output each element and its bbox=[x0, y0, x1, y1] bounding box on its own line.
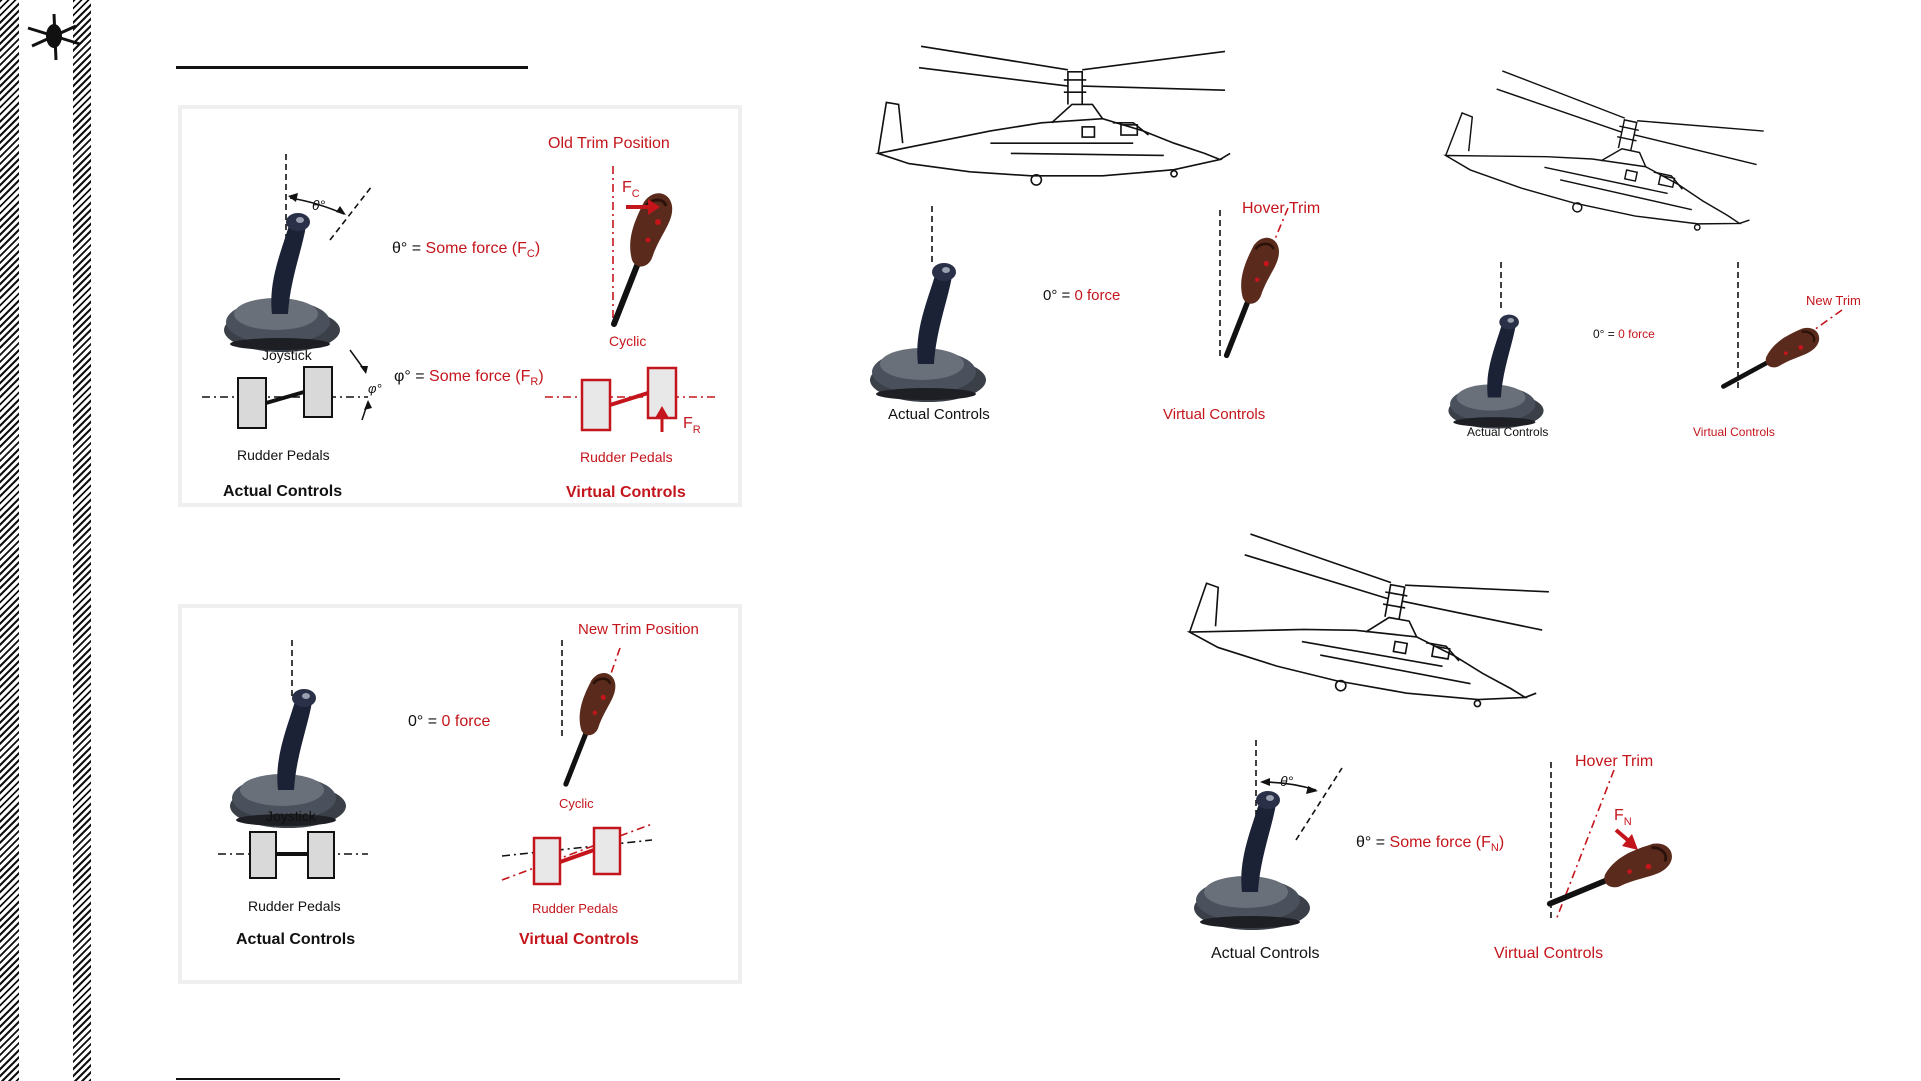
cyclic-label: Cyclic bbox=[559, 796, 594, 811]
theta-label: θ° bbox=[1280, 773, 1294, 789]
fc-equation: θ° = Some force (FC) bbox=[392, 240, 540, 260]
actual-controls-label: Actual Controls bbox=[223, 483, 342, 500]
virtual-controls-label: Virtual Controls bbox=[519, 931, 639, 948]
actual-controls-label: Actual Controls bbox=[1211, 945, 1320, 962]
hover-trim-label: Hover Trim bbox=[1242, 200, 1320, 217]
joystick-deflect-axis bbox=[329, 185, 373, 241]
old-trim-position-label: Old Trim Position bbox=[548, 135, 670, 152]
rudder-pedal-right bbox=[307, 831, 335, 879]
cyclic-icon bbox=[1550, 818, 1678, 944]
hover-trim-label: Hover Trim bbox=[1575, 753, 1653, 770]
fr-marker: FR bbox=[683, 415, 701, 436]
rudder-pedal-left bbox=[237, 377, 267, 429]
virtual-controls-label: Virtual Controls bbox=[1163, 406, 1265, 423]
sidebar-stripe-right bbox=[73, 0, 91, 1081]
helicopter-silhouette-icon bbox=[27, 13, 81, 61]
virtual-controls-label: Virtual Controls bbox=[1693, 425, 1775, 439]
helicopter-pitched-illustration bbox=[1183, 525, 1556, 726]
fc-marker: FC bbox=[622, 179, 640, 200]
actual-controls-label: Actual Controls bbox=[1467, 425, 1548, 439]
cyclic-label: Cyclic bbox=[609, 333, 646, 349]
rudder-pedals-virtual-label: Rudder Pedals bbox=[580, 449, 673, 465]
zero-force-equation: 0° = 0 force bbox=[1043, 287, 1120, 304]
joystick-label: Joystick bbox=[262, 347, 313, 363]
zero-force-equation: 0° = 0 force bbox=[1593, 327, 1655, 341]
new-trim-position-label: New Trim Position bbox=[578, 621, 699, 638]
joystick-icon bbox=[1194, 791, 1310, 930]
title-underline bbox=[176, 66, 528, 69]
virtual-controls-label: Virtual Controls bbox=[566, 484, 686, 501]
theta-label: θ° bbox=[312, 197, 326, 213]
svg-text:φ°: φ° bbox=[368, 381, 382, 396]
phi-equation: φ° = Some force (FR) bbox=[394, 368, 544, 388]
rudder-pedals-virtual-label: Rudder Pedals bbox=[532, 901, 618, 916]
virtual-controls-label: Virtual Controls bbox=[1494, 945, 1603, 962]
fn-marker: FN bbox=[1614, 807, 1632, 828]
rudder-pedals-actual-label: Rudder Pedals bbox=[237, 447, 330, 463]
sidebar-stripe-left bbox=[0, 0, 19, 1081]
joystick-label: Joystick bbox=[266, 808, 317, 824]
rudder-pedal-left bbox=[249, 831, 277, 879]
footer-rule bbox=[176, 1078, 340, 1080]
rudder-pedals-actual-label: Rudder Pedals bbox=[248, 898, 341, 914]
zero-force-equation: 0° = 0 force bbox=[408, 713, 491, 730]
fn-equation: θ° = Some force (FN) bbox=[1356, 834, 1504, 854]
actual-controls-label: Actual Controls bbox=[236, 931, 355, 948]
rudder-pedal-right bbox=[303, 366, 333, 418]
actual-controls-label: Actual Controls bbox=[888, 406, 990, 423]
new-trim-label: New Trim bbox=[1806, 293, 1861, 308]
